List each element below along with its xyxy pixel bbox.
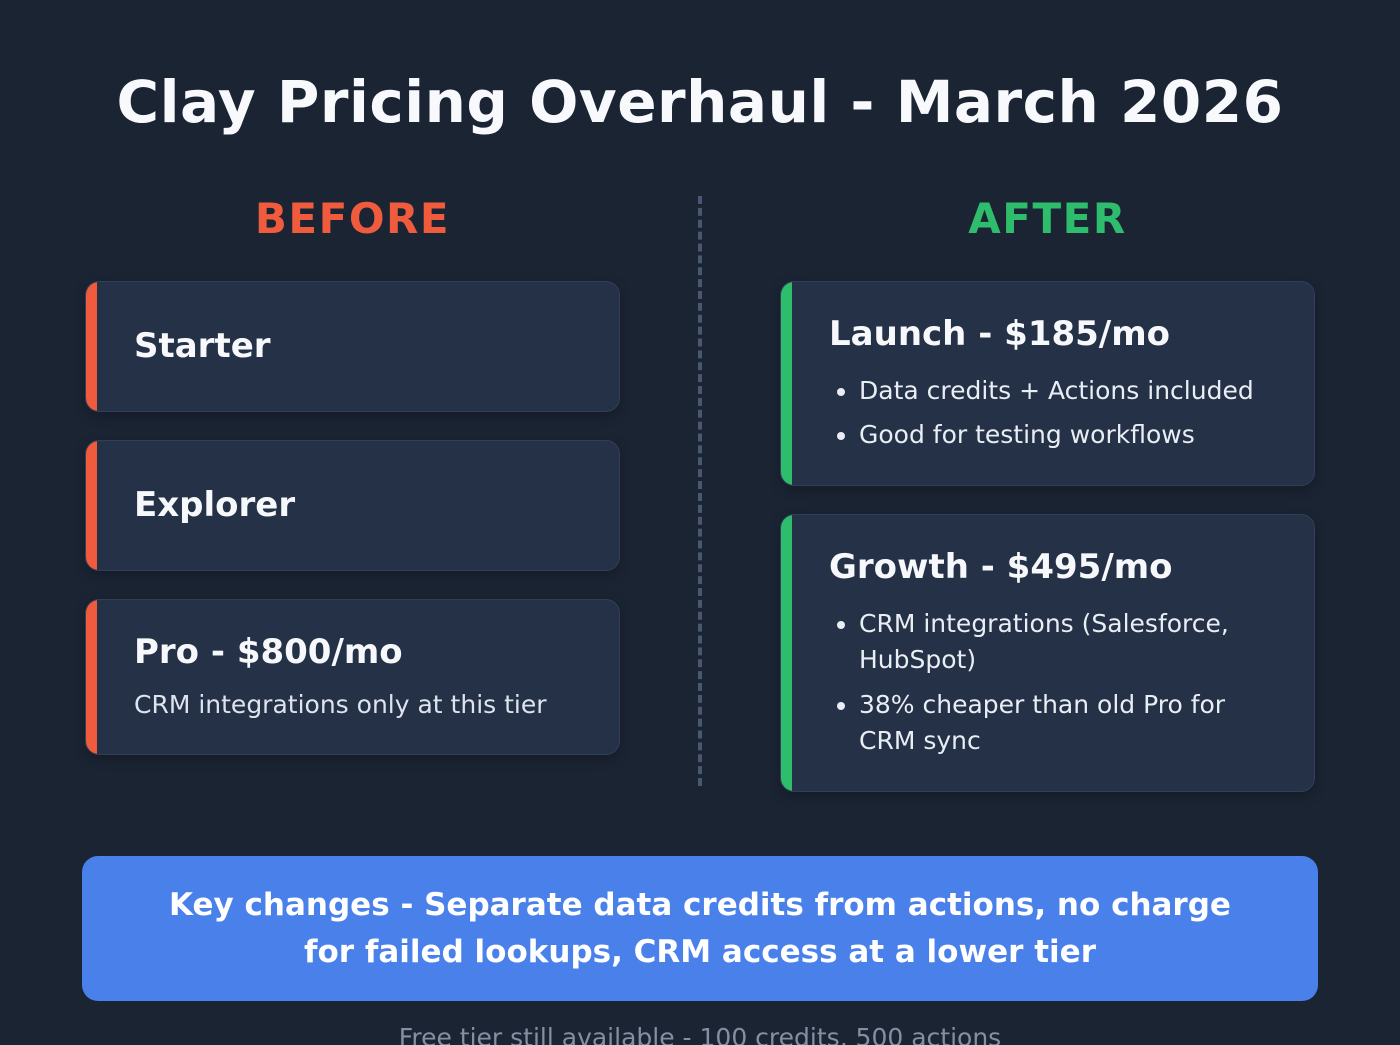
- bullet-item: Good for testing workflows: [859, 417, 1276, 453]
- bullet-item: CRM integrations (Salesforce, HubSpot): [859, 606, 1276, 679]
- pricing-card-explorer: Explorer: [85, 439, 620, 571]
- card-title: Starter: [134, 326, 271, 366]
- pricing-card-growth: Growth - $495/mo CRM integrations (Sales…: [780, 514, 1315, 793]
- card-bullet-list: CRM integrations (Salesforce, HubSpot) 3…: [829, 606, 1276, 759]
- card-accent-bar: [86, 282, 97, 411]
- footer-note: Free tier still available - 100 credits,…: [398, 1023, 1002, 1045]
- pricing-card-pro: Pro - $800/mo CRM integrations only at t…: [85, 598, 620, 756]
- column-divider: [698, 196, 702, 786]
- page-title: Clay Pricing Overhaul - March 2026: [116, 68, 1284, 136]
- key-changes-banner: Key changes - Separate data credits from…: [82, 856, 1318, 1002]
- card-accent-bar: [86, 599, 97, 755]
- card-title: Growth - $495/mo: [829, 547, 1173, 588]
- card-accent-bar: [86, 440, 97, 570]
- before-label: BEFORE: [254, 194, 451, 243]
- after-label: AFTER: [968, 194, 1127, 243]
- after-column: AFTER Launch - $185/mo Data credits + Ac…: [780, 166, 1315, 820]
- card-title: Pro - $800/mo: [134, 631, 403, 672]
- pricing-card-starter: Starter: [85, 281, 620, 412]
- before-column: BEFORE Starter Explorer Pro - $800/mo CR…: [85, 166, 620, 783]
- bullet-item: 38% cheaper than old Pro for CRM sync: [859, 687, 1276, 760]
- card-bullet-list: Data credits + Actions included Good for…: [829, 373, 1276, 454]
- bullet-item: Data credits + Actions included: [859, 373, 1276, 409]
- card-title: Launch - $185/mo: [829, 314, 1170, 354]
- card-subtitle: CRM integrations only at this tier: [134, 690, 547, 720]
- comparison-columns: BEFORE Starter Explorer Pro - $800/mo CR…: [0, 166, 1400, 820]
- card-accent-bar: [781, 515, 792, 792]
- card-accent-bar: [781, 282, 792, 486]
- card-title: Explorer: [134, 484, 296, 525]
- pricing-card-launch: Launch - $185/mo Data credits + Actions …: [780, 281, 1315, 487]
